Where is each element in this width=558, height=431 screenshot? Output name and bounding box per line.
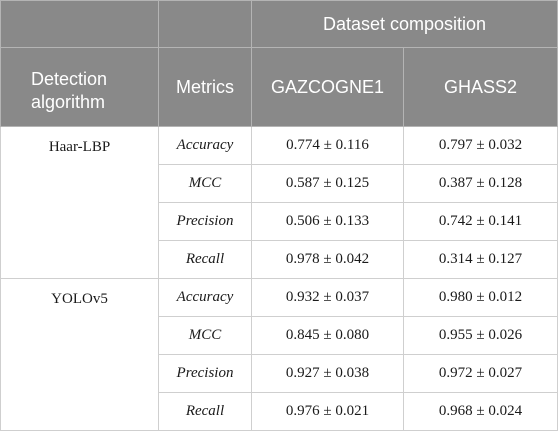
ghass2-value: 0.955 ± 0.026 xyxy=(403,316,558,355)
gazcogne1-value: 0.978 ± 0.042 xyxy=(251,240,404,279)
ghass2-value: 0.742 ± 0.141 xyxy=(403,202,558,241)
table-row: MCC 0.845 ± 0.080 0.955 ± 0.026 xyxy=(1,316,558,355)
algorithm-cell: YOLOv5 xyxy=(0,278,159,431)
table-row: Haar-LBP Accuracy 0.774 ± 0.116 0.797 ± … xyxy=(0,126,558,279)
gazcogne1-value: 0.587 ± 0.125 xyxy=(251,164,404,203)
table-body: Haar-LBP Accuracy 0.774 ± 0.116 0.797 ± … xyxy=(0,126,558,431)
detection-algorithm-header: Detection algorithm xyxy=(0,47,159,127)
metric-cell: Precision xyxy=(158,202,252,241)
algorithm-cell: Haar-LBP xyxy=(0,126,159,279)
header-blank-2 xyxy=(158,0,252,48)
gazcogne1-value: 0.976 ± 0.021 xyxy=(251,392,404,431)
header-blank-1 xyxy=(0,0,159,48)
dataset-gazcogne1-header: GAZCOGNE1 xyxy=(251,47,404,127)
metric-cell: Accuracy xyxy=(158,278,252,317)
metric-cell: MCC xyxy=(158,164,252,203)
gazcogne1-value: 0.506 ± 0.133 xyxy=(251,202,404,241)
ghass2-value: 0.968 ± 0.024 xyxy=(403,392,558,431)
table-row: MCC 0.587 ± 0.125 0.387 ± 0.128 xyxy=(1,164,558,203)
metrics-header: Metrics xyxy=(158,47,252,127)
gazcogne1-value: 0.845 ± 0.080 xyxy=(251,316,404,355)
table-row: Recall 0.976 ± 0.021 0.968 ± 0.024 xyxy=(1,392,558,431)
metric-cell: Precision xyxy=(158,354,252,393)
metric-cell: MCC xyxy=(158,316,252,355)
ghass2-value: 0.797 ± 0.032 xyxy=(403,126,558,165)
ghass2-value: 0.314 ± 0.127 xyxy=(403,240,558,279)
table-row: Recall 0.978 ± 0.042 0.314 ± 0.127 xyxy=(1,240,558,279)
gazcogne1-value: 0.927 ± 0.038 xyxy=(251,354,404,393)
ghass2-value: 0.387 ± 0.128 xyxy=(403,164,558,203)
table-header: Dataset composition Detection algorithm … xyxy=(0,0,558,127)
dataset-composition-header: Dataset composition xyxy=(251,0,558,48)
ghass2-value: 0.980 ± 0.012 xyxy=(403,278,558,317)
table-row: YOLOv5 Accuracy 0.932 ± 0.037 0.980 ± 0.… xyxy=(0,278,558,431)
table-row: Precision 0.927 ± 0.038 0.972 ± 0.027 xyxy=(1,354,558,393)
gazcogne1-value: 0.932 ± 0.037 xyxy=(251,278,404,317)
table-row: Precision 0.506 ± 0.133 0.742 ± 0.141 xyxy=(1,202,558,241)
gazcogne1-value: 0.774 ± 0.116 xyxy=(251,126,404,165)
metric-cell: Recall xyxy=(158,240,252,279)
dataset-ghass2-header: GHASS2 xyxy=(403,47,558,127)
metric-cell: Accuracy xyxy=(158,126,252,165)
metric-cell: Recall xyxy=(158,392,252,431)
ghass2-value: 0.972 ± 0.027 xyxy=(403,354,558,393)
